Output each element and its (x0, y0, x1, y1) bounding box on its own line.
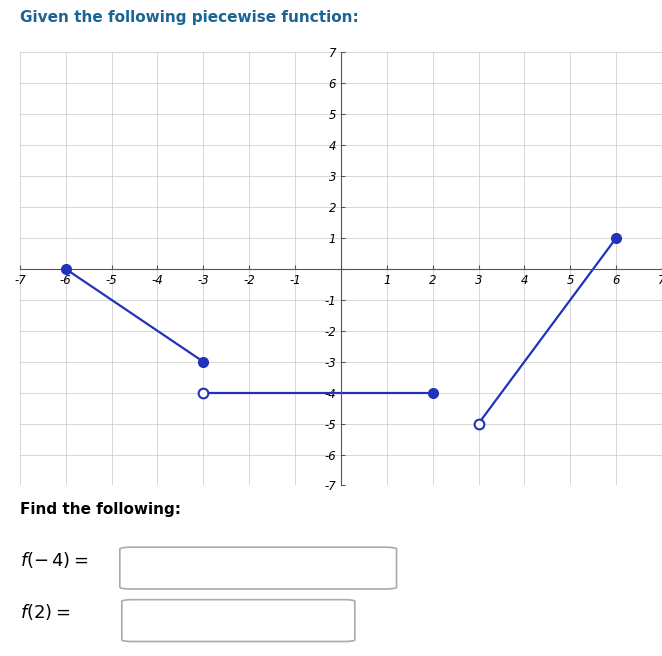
FancyBboxPatch shape (122, 600, 355, 642)
Text: Find the following:: Find the following: (20, 502, 181, 517)
FancyBboxPatch shape (120, 547, 397, 589)
Text: $\it{f}$$\mathit{(-\,4)=}$: $\it{f}$$\mathit{(-\,4)=}$ (20, 550, 88, 569)
Text: Given the following piecewise function:: Given the following piecewise function: (20, 10, 359, 25)
Text: $\it{f}$$\mathit{(2)=}$: $\it{f}$$\mathit{(2)=}$ (20, 602, 70, 622)
